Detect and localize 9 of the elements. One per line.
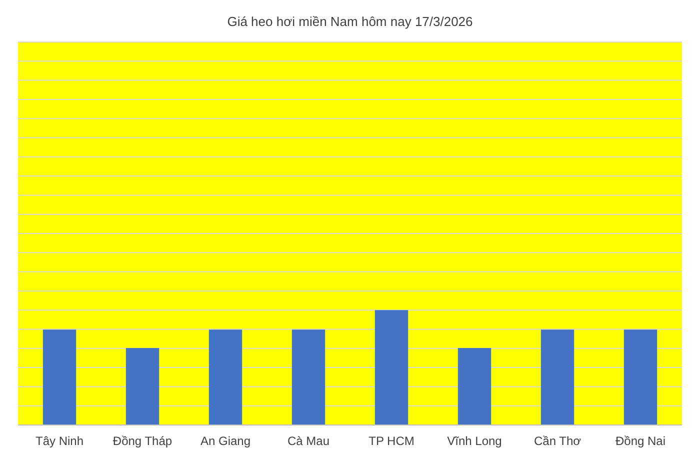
x-tick-label: Tây Ninh bbox=[35, 434, 84, 448]
x-tick-label: Đồng Tháp bbox=[112, 434, 172, 448]
chart-title: Giá heo hơi miền Nam hôm nay 17/3/2026 bbox=[227, 14, 473, 29]
x-tick-label: TP HCM bbox=[368, 434, 414, 448]
x-tick-label: Cần Thơ bbox=[534, 434, 582, 448]
x-tick-label: Vĩnh Long bbox=[447, 434, 502, 448]
x-tick-label: Đồng Nai bbox=[615, 434, 666, 448]
x-tick-label: An Giang bbox=[200, 434, 251, 448]
x-tick-label: Cà Mau bbox=[287, 434, 330, 448]
